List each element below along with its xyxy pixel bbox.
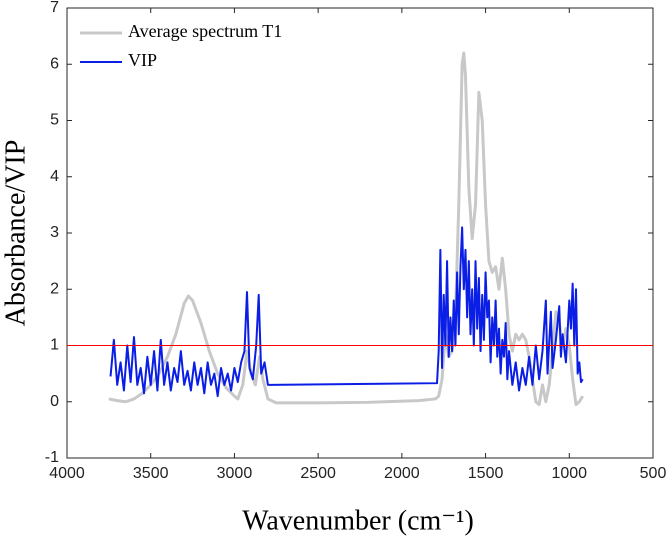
y-tick-label: 3 [50, 224, 59, 241]
y-axis-label: Absorbance/VIP [0, 140, 31, 327]
y-tick-label: 4 [50, 168, 59, 185]
x-tick-label: 2500 [300, 465, 336, 482]
series-line [109, 226, 584, 398]
x-tick-label: 500 [640, 465, 667, 482]
plot-frame [66, 7, 654, 459]
legend-label: VIP [128, 50, 157, 70]
y-tick-label: 0 [50, 393, 59, 410]
legend-label: Average spectrum T1 [128, 21, 282, 41]
x-tick-label: 3000 [217, 465, 253, 482]
x-tick-label: 3500 [133, 465, 169, 482]
x-tick-label: 1000 [551, 465, 587, 482]
x-tick-label: 2000 [384, 465, 420, 482]
x-tick-label: 4000 [49, 465, 85, 482]
y-tick-label: 6 [50, 55, 59, 72]
y-tick-label: 2 [50, 280, 59, 297]
y-tick-label: 5 [50, 112, 59, 129]
y-tick-label: -1 [45, 449, 59, 466]
x-axis-label: Wavenumber (cm⁻¹) [242, 505, 474, 536]
y-tick-label: 7 [50, 0, 59, 16]
x-tick-label: 1500 [468, 465, 504, 482]
y-tick-label: 1 [50, 337, 59, 354]
series-line [108, 51, 584, 407]
